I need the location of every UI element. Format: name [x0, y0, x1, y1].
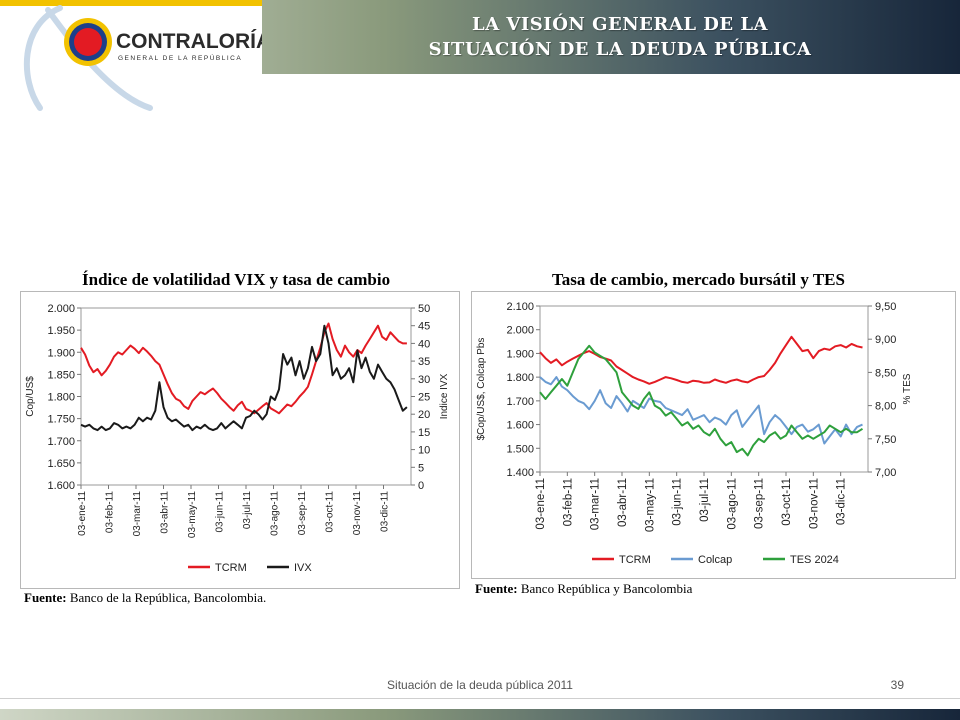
- chart1-right-tick-label: 40: [418, 338, 430, 350]
- chart2-source: Fuente: Banco República y Bancolombia: [475, 581, 692, 597]
- chart2-series-tcrm-line: [539, 335, 863, 385]
- chart1-x-tick-label: 03-dic-11: [380, 491, 391, 532]
- chart2-left-tick-label: 2.000: [506, 325, 534, 337]
- chart1-right-tick-label: 20: [418, 409, 430, 421]
- chart2-left-tick-label: 1.500: [506, 443, 534, 455]
- chart2-x-tick-label: 03-mar-11: [590, 478, 602, 530]
- chart2-right-tick-label: 7,00: [875, 467, 896, 479]
- chart2-left-tick-label: 2.100: [506, 301, 534, 313]
- chart2-left-axis-label: $Cop/US$, Colcap Pbs: [476, 338, 487, 441]
- chart1-box: 1.600 1.650 1.700 1.750 1.800 1.850 1.900 1.950…: [20, 291, 460, 589]
- chart1-left-tick-label: 1.600: [47, 480, 75, 492]
- chart2-legend-tes-2024-label: TES 2024: [790, 554, 839, 566]
- chart2-left-tick-label: 1.800: [506, 372, 534, 384]
- chart1-right-tick-label: 50: [418, 303, 430, 315]
- chart1-title: Índice de volatilidad VIX y tasa de camb…: [82, 270, 391, 289]
- chart2-right-tick-label: 9,00: [875, 334, 896, 346]
- chart2-svg: 1.400 1.500 1.600 1.700 1.800 1.900 2.000 2.100…: [476, 301, 913, 566]
- chart1-x-tick-label: 03-abr-11: [160, 491, 171, 534]
- chart2-x-tick-label: 03-abr-11: [617, 478, 629, 527]
- contraloria-logo: CONTRALORÍA GENERAL DE LA REPÚBLICA: [23, 5, 262, 111]
- chart1-source: Fuente: Banco de la República, Bancolomb…: [24, 590, 266, 606]
- footer-text: Situación de la deuda pública 2011: [387, 678, 573, 692]
- chart2-left-tick-label: 1.900: [506, 348, 534, 360]
- chart1-right-tick-label: 30: [418, 374, 430, 386]
- chart1-left-tick-label: 1.850: [47, 369, 75, 381]
- chart2-x-tick-label: 03-nov-11: [808, 478, 820, 529]
- logo-area: CONTRALORÍA GENERAL DE LA REPÚBLICA: [0, 0, 262, 112]
- chart1-x-tick-label: 03-may-11: [187, 491, 198, 538]
- chart1-left-axis-label: Cop/US$: [25, 376, 36, 417]
- bottom-bar: [0, 709, 960, 720]
- chart2-x-tick-label: 03-may-11: [644, 478, 656, 532]
- chart2-series-tes-2024-line: [539, 344, 864, 457]
- chart1-x-tick-label: 03-oct-11: [325, 491, 336, 533]
- chart1-source-text: Banco de la República, Bancolombia.: [66, 590, 267, 605]
- chart1-right-axis-label: Indice IVX: [439, 373, 450, 419]
- footer-divider: [0, 698, 960, 699]
- chart1-x-tick-label: 03-ago-11: [270, 491, 281, 536]
- chart2-source-text: Banco República y Bancolombia: [517, 581, 693, 596]
- chart2-right-tick-label: 9,50: [875, 301, 896, 313]
- chart1-x-tick-label: 03-jun-11: [215, 491, 226, 533]
- chart1-right-tick-label: 25: [418, 392, 430, 404]
- chart2-left-tick-label: 1.600: [506, 420, 534, 432]
- chart2-right-axis-label: % TES: [902, 373, 913, 404]
- chart2-plot-frame: [539, 305, 869, 473]
- chart1-right-tick-label: 0: [418, 480, 424, 492]
- chart1-right-tick-label: 5: [418, 462, 424, 474]
- chart1-legend-ivx-label: IVX: [294, 562, 312, 574]
- chart1-left-tick-label: 1.950: [47, 325, 75, 337]
- chart2-series-colcap-line: [539, 376, 863, 445]
- page-number: 39: [890, 678, 904, 692]
- chart1-x-tick-label: 03-mar-11: [132, 491, 143, 537]
- chart2-x-tick-label: 03-jul-11: [699, 478, 711, 522]
- chart1-x-tick-label: 03-jul-11: [242, 491, 253, 530]
- chart2-left-tick-label: 1.700: [506, 396, 534, 408]
- chart1-right-tick-label: 15: [418, 427, 430, 439]
- chart1-left-tick-label: 1.750: [47, 414, 75, 426]
- chart2-x-tick-label: 03-feb-11: [562, 478, 574, 526]
- chart1-series-tcrm-line: [80, 322, 407, 415]
- logo-center-red: [74, 28, 102, 56]
- logo-name: CONTRALORÍA: [116, 30, 262, 53]
- chart2-x-tick-label: 03-sep-11: [754, 478, 766, 529]
- page-title: LA VISIÓN GENERAL DE LA SITUACIÓN DE LA …: [300, 12, 940, 62]
- chart2-right-tick-label: 7,50: [875, 434, 896, 446]
- chart1-x-tick-label: 03-nov-11: [352, 491, 363, 536]
- chart2-right-tick-label: 8,50: [875, 367, 896, 379]
- chart2-x-tick-label: 03-ago-11: [726, 478, 738, 530]
- chart2-x-tick-label: 03-oct-11: [781, 478, 793, 526]
- chart1-svg: 1.600 1.650 1.700 1.750 1.800 1.850 1.900 1.950…: [25, 303, 450, 574]
- chart1-left-tick-label: 1.900: [47, 347, 75, 359]
- chart1-left-tick-label: 2.000: [47, 303, 75, 315]
- chart2-legend-tcrm-label: TCRM: [619, 554, 651, 566]
- chart1-right-tick-label: 10: [418, 445, 430, 457]
- chart1-left-tick-label: 1.650: [47, 458, 75, 470]
- chart1-x-tick-label: 03-sep-11: [297, 491, 308, 536]
- logo-topline: [0, 0, 262, 6]
- chart2-x-tick-label: 03-dic-11: [836, 478, 848, 525]
- chart1-x-tick-label: 03-feb-11: [105, 491, 116, 534]
- chart2-box: 1.400 1.500 1.600 1.700 1.800 1.900 2.000 2.100…: [471, 291, 956, 579]
- chart1-source-label: Fuente:: [24, 590, 67, 605]
- chart1-left-tick-label: 1.800: [47, 392, 75, 404]
- chart2-title: Tasa de cambio, mercado bursátil y TES: [552, 270, 845, 289]
- chart2-x-tick-label: 03-ene-11: [535, 478, 547, 530]
- chart1-x-tick-label: 03-ene-11: [77, 491, 88, 536]
- chart1-left-tick-label: 1.700: [47, 436, 75, 448]
- chart1-right-tick-label: 35: [418, 356, 430, 368]
- chart1-series-ivx-line: [80, 324, 408, 432]
- chart2-source-label: Fuente:: [475, 581, 518, 596]
- chart2-right-tick-label: 8,00: [875, 401, 896, 413]
- page-title-line2: SITUACIÓN DE LA DEUDA PÚBLICA: [428, 39, 812, 60]
- chart1-plot-frame: [80, 307, 412, 486]
- logo-subtitle: GENERAL DE LA REPÚBLICA: [118, 53, 242, 62]
- chart2-legend-colcap-label: Colcap: [698, 554, 732, 566]
- chart2-left-tick-label: 1.400: [506, 467, 534, 479]
- chart1-right-tick-label: 45: [418, 321, 430, 333]
- chart1-legend-tcrm-label: TCRM: [215, 562, 247, 574]
- chart2-x-tick-label: 03-jun-11: [672, 478, 684, 526]
- page-title-line1: LA VISIÓN GENERAL DE LA: [472, 14, 768, 35]
